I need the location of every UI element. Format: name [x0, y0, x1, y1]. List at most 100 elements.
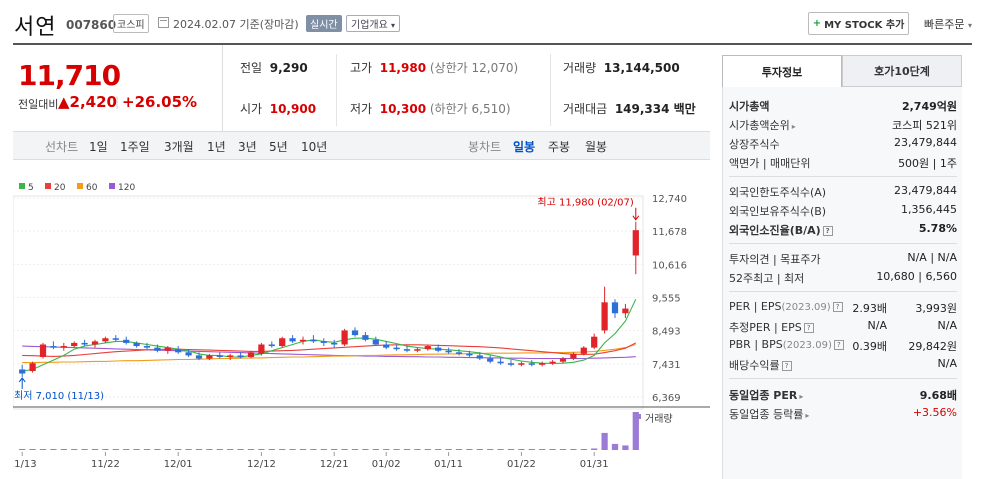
candle-body: [580, 347, 587, 354]
period-1d[interactable]: 1일: [89, 140, 108, 154]
candle-weekly[interactable]: 주봉: [548, 140, 571, 154]
candle-daily[interactable]: 일봉: [513, 140, 536, 154]
label-suffix: (2023.09): [782, 340, 832, 351]
realtime-button[interactable]: 실시간: [306, 15, 342, 32]
candle-body: [487, 358, 494, 362]
info-row-market: 상장주식수 23,479,844: [729, 136, 957, 152]
info-row-sector-label[interactable]: 동일업종 등락률 ▸: [729, 408, 810, 421]
candle-monthly[interactable]: 월봉: [585, 140, 608, 154]
y-tick-label: 6,369: [652, 393, 681, 404]
change-separator: |: [115, 95, 120, 109]
candle-body: [549, 361, 556, 364]
quote-prev-value: 9,290: [269, 61, 308, 75]
company-overview-button[interactable]: 기업개요 ▾: [346, 15, 401, 32]
info-row-valuation-label[interactable]: 추정PER | EPS?: [729, 319, 814, 335]
period-3m[interactable]: 3개월: [164, 140, 194, 154]
info-row-opinion-label: 52주최고 | 최저: [729, 272, 805, 285]
info-row-market-label: 상장주식수: [729, 138, 780, 151]
info-row-opinion-value: 10,680 | 6,560: [876, 270, 957, 283]
info-row-market: 시가총액순위 ▸ 코스피 521위: [729, 117, 957, 133]
candle-body: [237, 355, 244, 357]
price-chart[interactable]: 5 20 60 120 12,740 11,678 10,616 9,555 8,493 7,4…: [8, 160, 710, 479]
info-separator: [729, 176, 957, 177]
candle-chart-label[interactable]: 봉차트: [468, 140, 502, 154]
info-row-market-value: 23,479,844: [894, 136, 957, 149]
candle-body: [279, 338, 286, 347]
volume-bar: [414, 449, 421, 450]
candle-body: [175, 349, 182, 353]
info-row-valuation-label[interactable]: PBR | BPS(2023.09)?: [729, 338, 844, 351]
period-10y[interactable]: 10년: [301, 140, 328, 154]
candle-body: [71, 342, 78, 347]
legend-label-5: 5: [28, 183, 34, 193]
info-row-valuation-label[interactable]: PER | EPS(2023.09)?: [729, 300, 843, 313]
info-row-opinion: 52주최고 | 최저 10,680 | 6,560: [729, 270, 957, 286]
quick-order-button[interactable]: 빠른주문 ▾: [924, 16, 972, 32]
volume-bar: [143, 449, 151, 450]
line-chart-label[interactable]: 선차트: [45, 140, 79, 154]
legend-label-60: 60: [86, 183, 98, 193]
candle-body: [362, 335, 369, 340]
info-row-foreign: 외국인보유주식수(B) 1,356,445: [729, 203, 957, 219]
stock-code: 007860: [66, 18, 117, 32]
help-icon[interactable]: ?: [781, 361, 792, 371]
help-icon[interactable]: ?: [833, 340, 844, 350]
period-1y[interactable]: 1년: [207, 140, 226, 154]
info-row-market-label[interactable]: 시가총액순위 ▸: [729, 119, 796, 132]
my-stock-add-button[interactable]: + MY STOCK 추가: [808, 12, 909, 35]
candle-body: [216, 355, 223, 357]
volume-bar: [455, 449, 463, 450]
ma-line-ma5: [22, 298, 637, 372]
candle-body: [185, 352, 192, 356]
volume-bar: [331, 449, 338, 450]
candle-body: [81, 342, 88, 345]
period-1w[interactable]: 1주일: [120, 140, 150, 154]
candle-body: [195, 355, 203, 359]
x-tick-label: 11/13: [13, 459, 37, 470]
candle-body: [331, 342, 338, 345]
info-row-valuation-label[interactable]: 배당수익률?: [729, 357, 792, 373]
info-row-foreign: 외국인소진율(B/A)? 5.78%: [729, 222, 957, 238]
x-tick-label: 01/02: [372, 459, 401, 470]
volume-bar: [123, 449, 130, 450]
info-row-valuation: 배당수익률? N/A: [729, 357, 957, 373]
volume-bar: [154, 449, 161, 450]
chevron-right-icon: ▸: [805, 411, 810, 420]
tab-orderbook[interactable]: 호가10단계: [842, 55, 962, 87]
volume-label: 거래량: [645, 413, 673, 425]
stock-header: 서연 007860 코스피 2024.02.07 기준(장마감) 실시간 기업개…: [0, 0, 985, 44]
candle-body: [601, 302, 608, 331]
my-stock-add-label: MY STOCK 추가: [824, 20, 905, 31]
volume-bar: [268, 449, 275, 450]
y-tick-label: 8,493: [652, 327, 681, 338]
quote-prev-label: 전일: [240, 61, 263, 75]
tab-investment-info[interactable]: 투자정보: [722, 55, 842, 87]
info-separator: [729, 291, 957, 292]
candle-body: [424, 346, 431, 350]
info-row-sector-label[interactable]: 동일업종 PER ▸: [729, 389, 804, 402]
candle-body: [466, 353, 473, 356]
date-suffix: 기준(장마감): [239, 18, 299, 31]
candle-body: [518, 363, 525, 365]
info-row-foreign-label[interactable]: 외국인소진율(B/A)?: [729, 222, 833, 238]
help-icon[interactable]: ?: [822, 226, 833, 236]
period-3y[interactable]: 3년: [238, 140, 257, 154]
volume-bar: [601, 432, 608, 450]
candle-body: [206, 355, 213, 359]
x-axis-labels: 11/13 11/22 12/01 12/12 12/21 01/02 01/11 01/22…: [8, 452, 609, 470]
info-row-market-label: 시가총액: [729, 100, 770, 113]
help-icon[interactable]: ?: [832, 302, 843, 312]
candle-body: [29, 363, 36, 372]
change-percent: +26.05%: [122, 93, 198, 111]
info-row-valuation-value-a: N/A: [867, 319, 887, 332]
volume-bar: [507, 449, 515, 450]
candle-body: [19, 369, 26, 374]
quote-low-label: 저가: [350, 102, 373, 116]
current-price: 11,710: [18, 59, 121, 92]
info-separator: [729, 378, 957, 379]
volume-bar: [445, 449, 452, 450]
calendar-icon: [158, 17, 169, 28]
period-5y[interactable]: 5년: [269, 140, 288, 154]
candle-body: [299, 339, 307, 342]
help-icon[interactable]: ?: [803, 323, 814, 333]
